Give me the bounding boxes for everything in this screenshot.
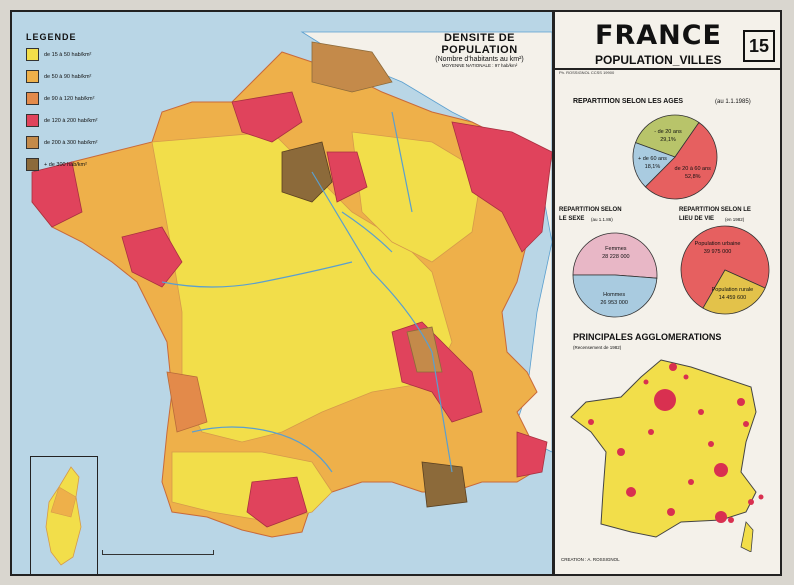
agglo-title: PRINCIPALES AGGLOMERATIONS xyxy=(573,332,722,342)
corsica-map xyxy=(45,466,82,566)
pie-slice-value: 18,1% xyxy=(645,164,661,170)
legend-item: + de 300 hab/km² xyxy=(26,158,136,171)
density-title-block: DENSITE DE POPULATION (Nombre d'habitant… xyxy=(407,32,552,68)
legend-item: de 15 à 50 hab/km² xyxy=(26,48,136,61)
pie-slice-value: 14 459 600 xyxy=(719,295,747,301)
sexe-title-2: LE SEXE xyxy=(559,216,585,222)
legend-swatch xyxy=(26,136,39,149)
pie-slice xyxy=(644,121,718,200)
ages-title: REPARTITION SELON LES AGES xyxy=(573,98,684,105)
lieu-pie-chart: Population urbaine 39 975 000 Population r… xyxy=(680,225,770,315)
neighbour-land xyxy=(300,31,552,453)
city-marker xyxy=(667,508,675,516)
editor-line: Ph. ROSSIGNOL CCSS 19900 xyxy=(559,70,615,75)
pie-slice-label: - de 20 ans xyxy=(654,129,682,135)
poster-title: FRANCE xyxy=(595,20,722,51)
ages-pie-chart: - de 20 ans 29,1% de 20 à 60 ans 52,8% + de … xyxy=(632,114,718,200)
agglo-note: (Recensement de 1982) xyxy=(573,345,622,350)
lieu-title-2: LIEU DE VIE xyxy=(679,216,715,222)
city-marker xyxy=(748,499,754,505)
city-marker xyxy=(626,487,636,497)
wall-map-poster: LEGENDE de 15 à 50 hab/km² de 50 à 90 hab… xyxy=(10,10,782,576)
scale-bar xyxy=(102,550,214,555)
poster-subtitle: POPULATION_VILLES xyxy=(595,53,722,67)
density-average: MOYENNE NATIONALE : 97 hab/km² xyxy=(441,63,518,68)
city-marker xyxy=(688,479,694,485)
city-marker xyxy=(617,448,625,456)
legend: LEGENDE de 15 à 50 hab/km² de 50 à 90 hab… xyxy=(26,32,136,180)
legend-item: de 120 à 200 hab/km² xyxy=(26,114,136,127)
legend-swatch xyxy=(26,158,39,171)
pie-slice xyxy=(572,274,658,318)
city-marker xyxy=(643,379,649,385)
legend-item: de 50 à 90 hab/km² xyxy=(26,70,136,83)
legend-label: de 90 à 120 hab/km² xyxy=(44,95,95,102)
rivers xyxy=(161,111,453,473)
legend-item: de 200 à 300 hab/km² xyxy=(26,136,136,149)
panel-divider xyxy=(552,12,555,574)
city-marker xyxy=(683,374,689,380)
sexe-date: (au 1.1.86) xyxy=(591,217,613,222)
city-marker xyxy=(728,517,734,523)
pie-slice-label: Population urbaine xyxy=(695,241,741,247)
city-marker xyxy=(743,421,749,427)
pie-slice xyxy=(572,232,658,279)
pie-slice xyxy=(702,269,766,315)
legend-swatch xyxy=(26,70,39,83)
france-density-map xyxy=(31,31,552,538)
legend-label: de 200 à 300 hab/km² xyxy=(44,139,98,146)
city-marker xyxy=(708,441,714,447)
pie-slice-label: Population rurale xyxy=(712,287,754,293)
city-marker xyxy=(648,429,654,435)
city-marker xyxy=(714,463,728,477)
city-marker xyxy=(588,419,594,425)
pie-slice-value: 26 953 000 xyxy=(600,300,628,306)
sexe-title-1: REPARTITION SELON xyxy=(559,207,622,213)
legend-swatch xyxy=(26,92,39,105)
city-marker xyxy=(669,363,677,371)
ages-date: (au 1.1.1985) xyxy=(715,99,751,105)
pie-slice-label: + de 60 ans xyxy=(638,156,667,162)
sexe-pie-chart: Femmes 28 228 000 Hommes 26 953 000 xyxy=(572,232,658,318)
legend-item: de 90 à 120 hab/km² xyxy=(26,92,136,105)
legend-title: LEGENDE xyxy=(26,32,77,42)
pie-slice-label: Hommes xyxy=(603,292,625,298)
city-marker xyxy=(715,511,727,523)
pie-slice xyxy=(632,142,676,188)
plate-number: 15 xyxy=(743,30,775,62)
lieu-date: (en 1982) xyxy=(725,217,745,222)
city-marker xyxy=(758,494,764,500)
legend-swatch xyxy=(26,48,39,61)
pie-slice-value: 28 228 000 xyxy=(602,254,630,260)
city-markers xyxy=(588,363,764,523)
agglomerations-map xyxy=(570,359,764,552)
city-marker xyxy=(737,398,745,406)
legend-label: de 15 à 50 hab/km² xyxy=(44,51,92,58)
lieu-title-1: REPARTITION SELON LE xyxy=(679,207,751,213)
corsica-inset xyxy=(30,456,98,574)
legend-label: + de 300 hab/km² xyxy=(44,161,87,168)
density-subtitle: (Nombre d'habitants au km²) xyxy=(435,56,524,63)
pie-slice-value: 39 975 000 xyxy=(704,249,732,255)
density-title: DENSITE DE POPULATION xyxy=(441,32,518,56)
legend-swatch xyxy=(26,114,39,127)
pie-slice-value: 29,1% xyxy=(660,137,676,143)
pie-slice xyxy=(635,114,700,158)
pie-slice-label: Femmes xyxy=(605,246,627,252)
title-header: FRANCE POPULATION_VILLES 15 xyxy=(555,12,780,70)
right-panel: FRANCE POPULATION_VILLES 15 Ph. ROSSIGNO… xyxy=(555,12,780,574)
city-marker xyxy=(654,389,676,411)
pie-slice-label: de 20 à 60 ans xyxy=(675,166,712,172)
legend-label: de 120 à 200 hab/km² xyxy=(44,117,98,124)
credit-line: CREATION : A. ROSSIGNOL xyxy=(561,557,620,562)
city-marker xyxy=(698,409,704,415)
legend-label: de 50 à 90 hab/km² xyxy=(44,73,92,80)
pie-slice-value: 52,8% xyxy=(685,174,701,180)
pie-slice xyxy=(680,225,770,309)
